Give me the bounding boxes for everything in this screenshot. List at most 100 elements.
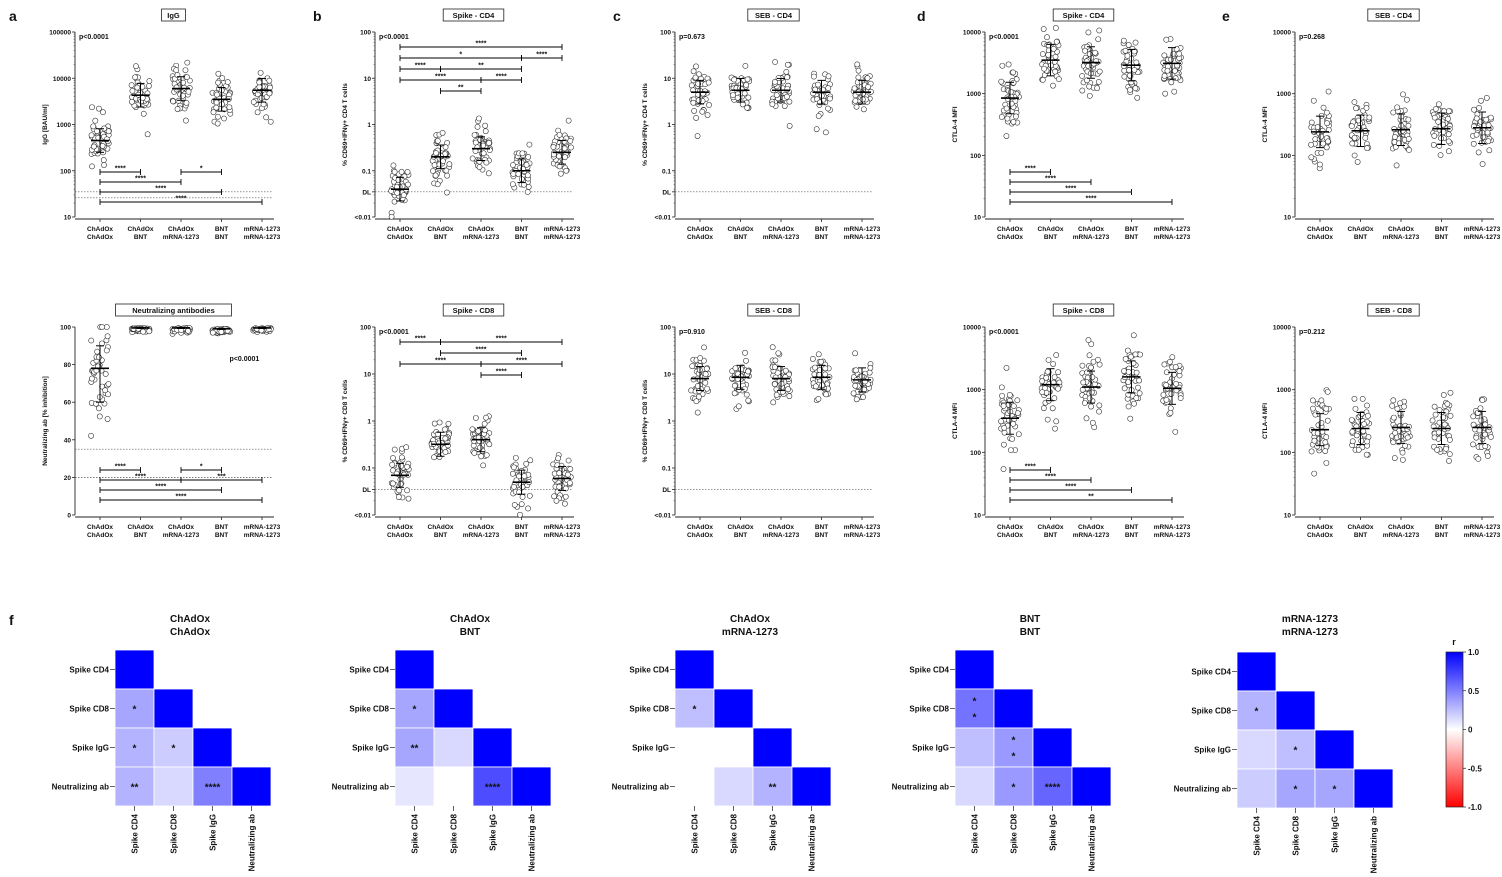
data-point [998, 384, 1005, 391]
heatmap-col-label: Spike CD4 [691, 813, 700, 853]
heatmap-row-label: Spike CD4 [909, 666, 949, 675]
data-point [1088, 364, 1094, 371]
data-point [1435, 118, 1442, 125]
data-point [1172, 364, 1179, 370]
data-point [690, 99, 697, 106]
data-point [731, 390, 738, 397]
panel-title: Neutralizing antibodies [115, 303, 232, 317]
y-tick-label: 1 [367, 122, 371, 129]
data-point [510, 171, 517, 177]
colorbar-tick-label: 1.0 [1468, 648, 1480, 657]
y-tick-label: 0.1 [662, 466, 671, 473]
heatmap-cell [1236, 768, 1277, 809]
data-point [445, 420, 452, 427]
data-point [103, 347, 110, 354]
heatmap-row-label: Spike IgG [1194, 746, 1231, 755]
y-tick-label: 10 [1284, 215, 1292, 222]
heatmap-cell [713, 727, 754, 768]
significance-bracket: **** [480, 74, 522, 83]
y-axis-label: Neutralizing ab [% inhibition] [42, 376, 49, 466]
data-point [860, 106, 867, 113]
data-point [854, 61, 861, 68]
data-point [1001, 425, 1008, 431]
x-tick-label: mRNA-1273 [1464, 234, 1501, 241]
x-tick-label: mRNA-1273 [544, 234, 581, 241]
data-point [509, 181, 516, 188]
data-point [556, 483, 563, 490]
data-point [1349, 140, 1356, 147]
group-points [128, 63, 153, 138]
x-tick-label: ChAdOx [997, 234, 1023, 241]
bracket-label: **** [536, 52, 547, 59]
data-point [1365, 412, 1371, 419]
x-tick-label: ChAdOx [997, 226, 1023, 233]
data-point [94, 348, 101, 355]
data-point [390, 455, 396, 461]
panel-title: SEB - CD8 [747, 303, 800, 317]
bracket-label: **** [115, 166, 126, 173]
data-point [476, 115, 482, 122]
data-point [865, 84, 871, 90]
significance-bracket: **** [399, 63, 441, 72]
y-tick-label: DL [362, 487, 371, 494]
panel-letter: d [917, 8, 926, 24]
data-point [1161, 361, 1168, 368]
data-point [213, 99, 220, 106]
data-point [518, 501, 525, 508]
group-points [209, 326, 234, 337]
data-point [825, 105, 831, 112]
data-point [525, 505, 531, 512]
data-point [1325, 138, 1331, 145]
data-point [1473, 434, 1480, 441]
heatmap-cell [1314, 768, 1355, 809]
data-point [1476, 105, 1482, 111]
heatmap-cell [954, 766, 995, 807]
data-point [1322, 439, 1329, 446]
data-point [706, 102, 712, 108]
data-point [1010, 420, 1017, 427]
data-point [1120, 37, 1127, 44]
heatmap-cell [394, 727, 435, 768]
title-box [1367, 8, 1420, 22]
x-tick-label: ChAdOx [728, 226, 754, 233]
colorbar-title: r [1452, 637, 1456, 647]
y-tick-label: 10 [364, 372, 372, 379]
p-value: p=0.910 [679, 329, 705, 336]
y-tick-label: <0.01 [355, 215, 372, 222]
heatmap-cell [1353, 768, 1394, 809]
y-tick-label: 20 [64, 475, 72, 482]
data-point [1167, 359, 1173, 365]
x-tick-label: BNT [815, 532, 828, 539]
data-point [1432, 106, 1439, 112]
data-point [1122, 356, 1129, 362]
data-point [209, 329, 216, 336]
data-point [524, 189, 531, 195]
data-point [434, 181, 441, 188]
bracket-label: **** [415, 336, 426, 343]
data-point [99, 340, 105, 347]
data-point [1163, 382, 1170, 388]
panel-title: SEB - CD4 [747, 8, 800, 22]
x-tick-label: mRNA-1273 [844, 226, 881, 233]
y-tick-label: 1 [667, 122, 671, 129]
data-point [1404, 434, 1411, 441]
y-tick-label: 1000 [1277, 91, 1292, 98]
data-point [550, 144, 557, 150]
heatmap-cell [192, 727, 233, 768]
heatmap-cell [674, 727, 715, 768]
data-point [1010, 403, 1017, 409]
data-point [777, 365, 784, 372]
heatmap-cell [993, 688, 1034, 729]
heatmap-title: mRNA-1273 [1282, 614, 1339, 625]
y-tick-label: 0.1 [362, 168, 371, 175]
data-point [1049, 405, 1056, 412]
heatmap-col-label: Neutralizing ab [1088, 814, 1097, 871]
data-point [1121, 73, 1128, 80]
data-point [866, 369, 873, 376]
significance-bracket: * [399, 52, 522, 61]
bracket-label: **** [496, 74, 507, 81]
data-point [391, 198, 398, 205]
data-point [1389, 402, 1396, 409]
data-point [1445, 131, 1452, 138]
